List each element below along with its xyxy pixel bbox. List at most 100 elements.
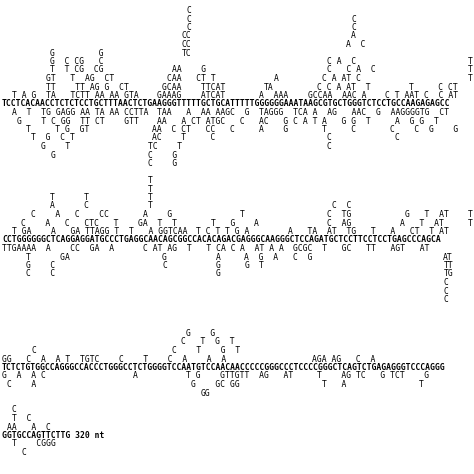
Text: T  T CG  CG: T T CG CG (51, 65, 104, 74)
Text: A: A (273, 74, 278, 83)
Text: T: T (147, 184, 152, 193)
Text: C    C: C C (26, 270, 55, 279)
Text: G    GC GG: G GC GG (191, 380, 240, 389)
Text: T: T (467, 65, 473, 74)
Text: T: T (419, 380, 424, 389)
Text: A  AAA: A AAA (259, 91, 288, 100)
Text: G    T C GG  TT CT    GTT: G T C GG TT CT GTT (17, 117, 138, 126)
Text: C: C (186, 15, 191, 24)
Text: G: G (215, 270, 220, 279)
Text: GA  T  T: GA T T (138, 219, 177, 228)
Text: A  G  A: A G A (245, 253, 279, 262)
Text: G: G (215, 261, 220, 270)
Text: TC: TC (182, 48, 191, 57)
Text: T G A: T G A (225, 227, 249, 236)
Text: AA   A  C: AA A C (7, 422, 51, 431)
Text: CAA   CT T: CAA CT T (167, 74, 216, 83)
Text: AA  C CT   CC   C: AA C CT CC C (152, 125, 235, 134)
Text: GCGC  T   GC   TT   AGT   AT: GCGC T GC TT AGT AT (293, 244, 429, 253)
Text: GGTGCCAGTTCTTG 320 nt: GGTGCCAGTTCTTG 320 nt (2, 431, 104, 440)
Text: AA    G: AA G (172, 65, 206, 74)
Text: C  TG: C TG (327, 210, 351, 219)
Text: G   T  AT: G T AT (404, 210, 448, 219)
Text: T C T: T C T (196, 227, 220, 236)
Text: C: C (12, 405, 17, 414)
Text: C  AG: C AG (327, 219, 351, 228)
Text: T    AG TC   G TCT    G: T AG TC G TCT G (317, 372, 429, 381)
Text: C: C (443, 295, 448, 304)
Text: C    G: C G (147, 151, 177, 159)
Text: TTGAAAA  A    CC  GA  A: TTGAAAA A CC GA A (2, 244, 114, 253)
Text: CCTGGGGGGCTCAGGAGGATGCCCTGAGGCAACAGCGGCCACACAGACGAGGGCAAGGGCTCCAGATGCTCCTTCCTCCT: CCTGGGGGGCTCAGGAGGATGCCCTGAGGCAACAGCGGCC… (2, 236, 441, 245)
Text: A  AT A A: A AT A A (240, 244, 283, 253)
Text: A   G G  T: A G G T (322, 117, 371, 126)
Text: TCTCTGTGGCCAGGGCCACCCTGGGCCTCTGGGGTCCAATGTCCAACAACCCCCGGGCCCTCCCCGGGCTCAGTCTGAGA: TCTCTGTGGCCAGGGCCACCCTGGGCCTCTGGGGTCCAAT… (2, 363, 446, 372)
Text: G  C CG   C: G C CG C (51, 57, 104, 66)
Text: GCAA    TTCAT: GCAA TTCAT (162, 82, 226, 91)
Text: T: T (147, 201, 152, 210)
Text: T A G  TA   TCTT AA AA GTA: T A G TA TCTT AA AA GTA (12, 91, 138, 100)
Text: A    G: A G (259, 125, 288, 134)
Text: G  A  A C: G A A C (2, 372, 46, 381)
Text: CC: CC (182, 40, 191, 49)
Text: C  G: C G (293, 253, 312, 262)
Text: C: C (31, 346, 36, 355)
Text: C    C  G    G: C C G G (390, 125, 458, 134)
Text: G    T: G T (41, 142, 70, 151)
Text: C    G: C G (147, 159, 177, 168)
Text: C    A   C   CTC   T: C A C CTC T (21, 219, 119, 228)
Text: C: C (443, 278, 448, 287)
Text: G         G: G G (51, 48, 104, 57)
Text: T: T (467, 210, 473, 219)
Text: TA: TA (264, 82, 273, 91)
Text: CC: CC (182, 31, 191, 40)
Text: C: C (186, 6, 191, 15)
Text: T G    GTTGTT  AG   AT: T G GTTGTT AG AT (186, 372, 293, 381)
Text: C: C (351, 23, 356, 32)
Text: AC   G C A T: AC G C A T (259, 117, 318, 126)
Text: T GA    A   GA TTAGG T  T   A GGTCAA: T GA A GA TTAGG T T A GGTCAA (12, 227, 187, 236)
Text: C   C A  C: C C A C (327, 65, 376, 74)
Text: A   T  AT: A T AT (400, 219, 444, 228)
Text: C A  C: C A C (327, 57, 356, 66)
Text: C C A AT  T: C C A AT T (317, 82, 371, 91)
Text: AGA AG   C  A: AGA AG C A (312, 355, 376, 364)
Text: G    G: G G (186, 329, 216, 338)
Text: C A AT C: C A AT C (322, 74, 361, 83)
Text: T   A: T A (322, 380, 346, 389)
Text: A      C: A C (51, 201, 90, 210)
Text: TAGGG  TCA A  AG   AAC  G  AAGGGGTG  CT: TAGGG TCA A AG AAC G AAGGGGTG CT (259, 108, 449, 117)
Text: TG: TG (443, 270, 453, 279)
Text: A    G: A G (143, 210, 172, 219)
Text: C: C (351, 15, 356, 24)
Text: T      T: T T (51, 193, 90, 202)
Text: G: G (162, 253, 167, 262)
Text: C    A   C    CC: C A C CC (31, 210, 109, 219)
Text: TT: TT (443, 261, 453, 270)
Text: GG   C  A  A T  TGTC    C    T    C  A    A  A: GG C A A T TGTC C T C A A A (2, 355, 226, 364)
Text: T: T (147, 193, 152, 202)
Text: A: A (215, 253, 220, 262)
Text: T: T (467, 74, 473, 83)
Text: A: A (133, 372, 138, 381)
Text: C  C: C C (332, 201, 351, 210)
Text: TAA   A  AA AAGC  G: TAA A AA AAGC G (157, 108, 250, 117)
Text: C AT AG  T   T CA C: C AT AG T T CA C (143, 244, 235, 253)
Text: AT: AT (443, 253, 453, 262)
Text: GAAAG    ATCAT: GAAAG ATCAT (157, 91, 226, 100)
Text: A   TA  AT  TG   T   A   CT  T AT: A TA AT TG T A CT T AT (288, 227, 449, 236)
Text: TC    T: TC T (147, 142, 182, 151)
Text: T: T (467, 219, 473, 228)
Text: C: C (327, 142, 332, 151)
Text: T     T G  GT: T T G GT (26, 125, 90, 134)
Text: TT    TT AG G  CT: TT TT AG G CT (46, 82, 128, 91)
Text: C: C (186, 23, 191, 32)
Text: T      GA: T GA (26, 253, 70, 262)
Text: A  C: A C (346, 40, 366, 49)
Text: GCCAA  AAC A: GCCAA AAC A (308, 91, 366, 100)
Text: A  G G  T: A G G T (395, 117, 439, 126)
Text: T     C: T C (322, 125, 356, 134)
Text: G    C: G C (26, 261, 55, 270)
Text: A: A (351, 31, 356, 40)
Text: T: T (147, 176, 152, 185)
